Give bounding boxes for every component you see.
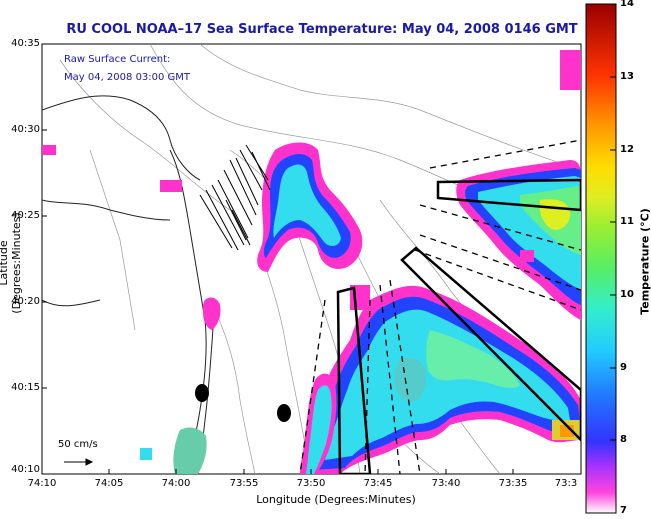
sst-patch-north xyxy=(257,142,363,272)
scale-arrow xyxy=(64,458,94,466)
map-title-text: RU COOL NOAA–17 Sea Surface Temperature:… xyxy=(66,22,578,37)
colorbar-tick-label: 10 xyxy=(620,289,634,300)
y-tick-label: 40:15 xyxy=(11,382,40,393)
colorbar-tick-label: 8 xyxy=(620,434,627,445)
radar-site-marker xyxy=(195,384,209,402)
y-tick-label: 40:20 xyxy=(11,296,40,307)
x-tick-label: 74:10 xyxy=(27,478,57,489)
raw-current-label: Raw Surface Current: xyxy=(64,54,171,65)
colorbar-tick-label: 7 xyxy=(620,505,627,516)
axis-ticks xyxy=(42,43,514,475)
y-axis-label: Latitude (Degrees:Minutes) xyxy=(0,212,23,314)
x-tick-label: 73:55 xyxy=(229,478,259,489)
x-axis-label: Longitude (Degrees:Minutes) xyxy=(256,493,416,506)
y-tick-label: 40:10 xyxy=(11,464,40,475)
sst-patch-coastal xyxy=(42,50,581,474)
colorbar xyxy=(585,3,617,514)
y-tick-label: 40:25 xyxy=(11,210,40,221)
current-timestamp: May 04, 2008 03:00 GMT xyxy=(64,72,191,83)
colorbar-tick-label: 9 xyxy=(620,362,627,373)
scale-label: 50 cm/s xyxy=(58,439,98,450)
x-tick-label: 74:05 xyxy=(94,478,124,489)
x-tick-label: 73:45 xyxy=(363,478,393,489)
x-tick-label: 73:40 xyxy=(431,478,461,489)
colorbar-tick-label: 12 xyxy=(620,144,634,155)
x-tick-label: 73:35 xyxy=(498,478,528,489)
x-tick-label: 74:00 xyxy=(161,478,191,489)
sst-patch-central xyxy=(300,285,581,474)
radar-site-marker xyxy=(277,404,291,422)
colorbar-ticks xyxy=(610,76,616,441)
radar-beams xyxy=(299,139,581,474)
colorbar-tick-label: 14 xyxy=(620,0,634,9)
y-tick-label: 40:30 xyxy=(11,124,40,135)
colorbar-tick-label: 13 xyxy=(620,71,634,82)
x-tick-label: 73:3 xyxy=(554,478,578,489)
y-tick-label: 40:35 xyxy=(11,38,40,49)
sample-boxes xyxy=(336,178,581,474)
x-tick-label: 73:50 xyxy=(296,478,326,489)
colorbar-label: Temperature (°C) xyxy=(638,208,651,315)
colorbar-tick-label: 11 xyxy=(620,216,634,227)
current-vectors xyxy=(199,144,271,251)
